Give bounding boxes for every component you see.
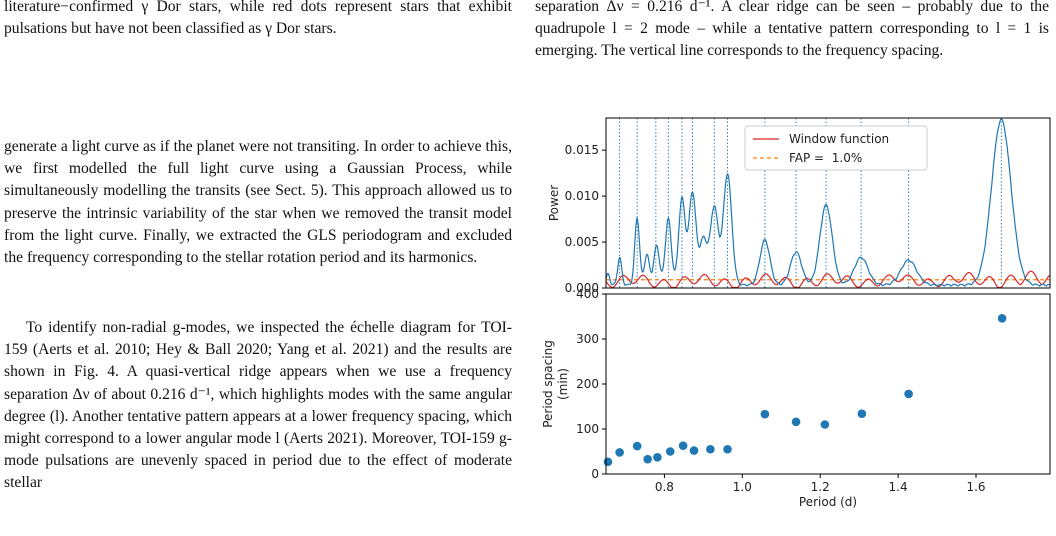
legend-window-label: Window function — [789, 132, 889, 146]
data-point-5 — [665, 447, 675, 456]
data-point-3 — [643, 454, 652, 464]
period-spacing-points — [603, 314, 1007, 467]
bottom-x-axis-label: Period (d) — [799, 495, 857, 509]
data-point-10 — [760, 409, 770, 419]
bot-xtick-label-2: 1.2 — [811, 480, 830, 494]
legend: Window function FAP = 1.0% — [744, 125, 928, 171]
legend-fap-label: FAP = 1.0% — [789, 151, 862, 165]
bot-ytick-label-3: 300 — [576, 332, 599, 346]
data-point-8 — [706, 444, 715, 454]
data-point-9 — [723, 444, 732, 454]
power-line — [605, 118, 1050, 287]
legend-box — [744, 125, 928, 171]
bot-ylabel-line-0: Period spacing — [541, 340, 555, 428]
bot-ytick-label-2: 200 — [576, 377, 599, 391]
bot-ytick-label-4: 400 — [576, 287, 599, 301]
figure-svg: 0.000 0.005 0.010 0.015 Power Window functi… — [541, 117, 1051, 509]
figure-4: 0.000 0.005 0.010 0.015 Power Window functi… — [520, 108, 1056, 536]
data-point-1 — [615, 448, 624, 457]
data-point-0 — [603, 457, 613, 467]
data-point-15 — [997, 314, 1007, 323]
top-ytick-label-2: 0.010 — [565, 189, 599, 203]
left-paragraph-1: generate a light curve as if the planet … — [4, 138, 512, 267]
window-function-line — [605, 270, 1050, 289]
top-y-axis-label: Power — [547, 185, 561, 221]
bot-xtick-label-3: 1.4 — [889, 480, 908, 494]
bot-xtick-label-1: 1.0 — [733, 480, 752, 494]
bottom-y-ticks: 0 100 200 300 400 — [576, 287, 606, 481]
bot-xtick-label-4: 1.6 — [966, 480, 985, 494]
bottom-x-ticks: 0.8 1.0 1.2 1.4 1.6 — [655, 474, 986, 494]
bot-ytick-label-0: 0 — [591, 467, 599, 481]
top-ytick-label-1: 0.005 — [565, 235, 599, 249]
data-point-7 — [689, 446, 699, 455]
data-point-12 — [820, 420, 830, 429]
data-point-2 — [632, 441, 642, 451]
periodogram-panel: 0.000 0.005 0.010 0.015 Power Window functi… — [547, 117, 1051, 295]
bot-ylabel-line-1: (min) — [556, 368, 570, 400]
bottom-y-axis-label: Period spacing(min) — [541, 340, 570, 428]
bottom-axes-frame — [605, 293, 1051, 475]
left-caption-tail: literature−confirmed γ Dor stars, while … — [4, 0, 512, 38]
top-ytick-label-3: 0.015 — [565, 143, 599, 157]
top-axes-frame — [605, 117, 1051, 289]
bot-ytick-label-1: 100 — [576, 422, 599, 436]
bot-xtick-label-0: 0.8 — [655, 480, 674, 494]
period-spacing-panel: 0 100 200 300 400 0.8 1.0 1.2 1.4 1.6 Period spa… — [541, 287, 1051, 509]
right-caption-tail: separation Δν = 0.216 d⁻¹. A clear ridge… — [535, 0, 1049, 60]
data-point-6 — [678, 441, 688, 450]
data-point-11 — [791, 417, 801, 427]
data-point-4 — [653, 453, 662, 462]
left-paragraph-2: To identify non-radial g-modes, we inspe… — [4, 319, 512, 492]
data-point-14 — [904, 389, 913, 399]
top-y-ticks: 0.000 0.005 0.010 0.015 — [565, 143, 606, 295]
top-ytick-label-0: 0.000 — [565, 281, 599, 295]
data-point-13 — [857, 409, 867, 419]
